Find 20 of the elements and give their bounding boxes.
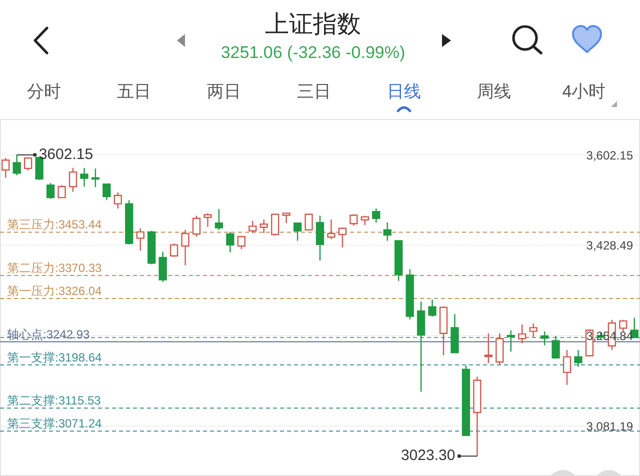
ref-line-label: 第三支撑:3071.24 [7,416,102,431]
ref-line-label: 第一支撑:3198.64 [7,350,102,364]
annotation: 3023.30 [400,447,456,464]
y-tick-label: 3,081.19 [586,419,634,434]
text: 三日 [297,82,331,101]
ref-line-label: 第一压力:3326.04 [7,284,102,298]
ref-line-label: 第二压力:3370.33 [7,260,102,275]
ref-line-label: 第二支撑:3115.53 [7,394,102,408]
y-tick-label: 3,602.15 [586,148,634,162]
text: 两日 [207,82,241,101]
chart-subtitle: 3251.06 (-32.36 -0.99%) [220,43,406,62]
ref-line-label: 第三压力:3453.44 [7,218,102,232]
y-tick-label: 3,428.49 [586,238,634,253]
text: 周线 [477,82,511,101]
text: 日线 [387,82,421,101]
annotation: 3602.15 [38,146,94,163]
text: 分时 [27,82,61,101]
text: 五日 [117,82,151,101]
chart-title: 上证指数 [265,11,361,38]
text: 4小时 [562,82,606,101]
